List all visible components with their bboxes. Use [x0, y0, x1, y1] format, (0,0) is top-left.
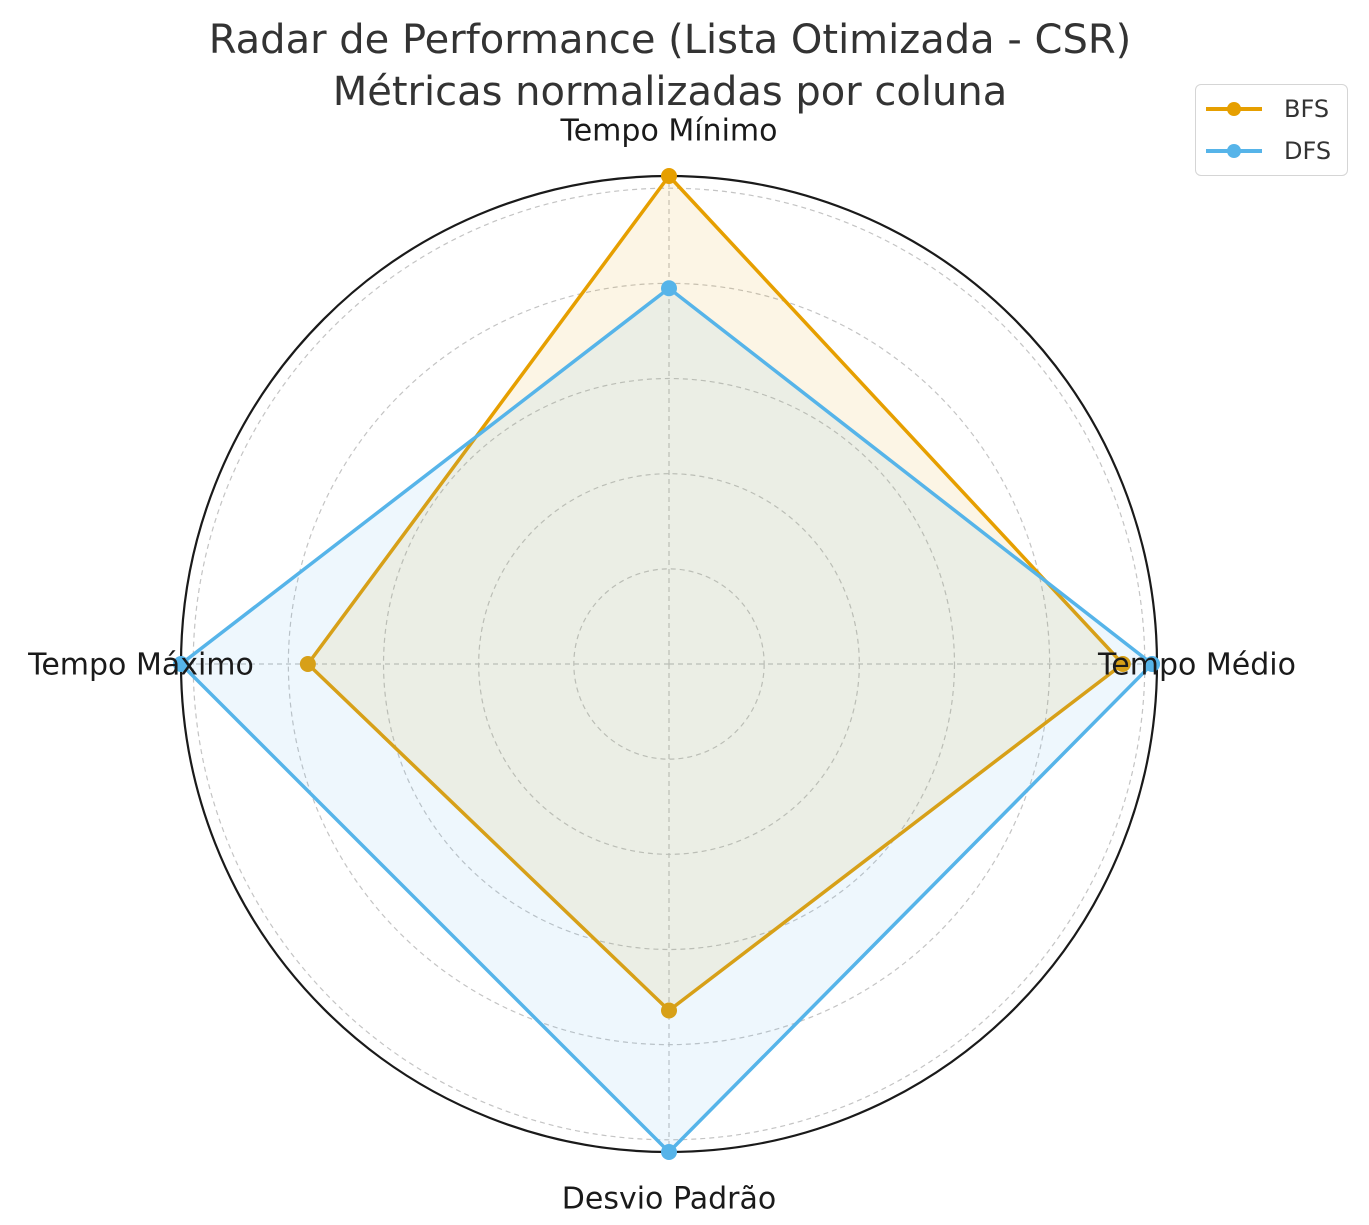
grid-ring-3 [382, 377, 956, 951]
point-dfs-tempo-minimo [661, 280, 677, 297]
point-bfs-tempo-maximo [299, 656, 316, 672]
axis-label-desvio-padrao: Desvio Padrão [562, 1182, 776, 1217]
radar-series [173, 168, 1161, 1160]
grid-ring-1 [573, 568, 765, 760]
legend-marker-bfs [1227, 102, 1241, 116]
legend-marker-dfs [1227, 144, 1241, 158]
axis-label-tempo-medio: Tempo Médio [1097, 648, 1296, 683]
series-area-dfs [181, 288, 1153, 1152]
chart-subtitle: Métricas normalizadas por coluna [332, 69, 1008, 115]
axis-labels: Tempo Mínimo Tempo Médio Desvio Padrão Temp… [27, 114, 1296, 1217]
point-bfs-desvio-padrao [661, 1002, 677, 1019]
axis-label-tempo-minimo: Tempo Mínimo [560, 114, 778, 149]
point-dfs-tempo-medio [1144, 656, 1161, 672]
legend-item-dfs: DFS [1196, 131, 1347, 171]
point-bfs-tempo-minimo [661, 168, 677, 184]
legend-item-bfs: BFS [1196, 89, 1347, 129]
legend-label-dfs: DFS [1284, 137, 1332, 165]
point-dfs-tempo-maximo [173, 656, 189, 672]
legend-label-bfs: BFS [1284, 95, 1330, 123]
axis-label-tempo-maximo: Tempo Máximo [27, 648, 254, 683]
chart-title-block: Radar de Performance (Lista Otimizada - … [0, 14, 1340, 118]
point-bfs-tempo-medio [1114, 656, 1131, 672]
series-area-bfs [307, 176, 1123, 1011]
chart-title: Radar de Performance (Lista Otimizada - … [208, 17, 1132, 63]
point-dfs-desvio-padrao [661, 1144, 677, 1160]
legend: BFS DFS [1195, 84, 1348, 176]
